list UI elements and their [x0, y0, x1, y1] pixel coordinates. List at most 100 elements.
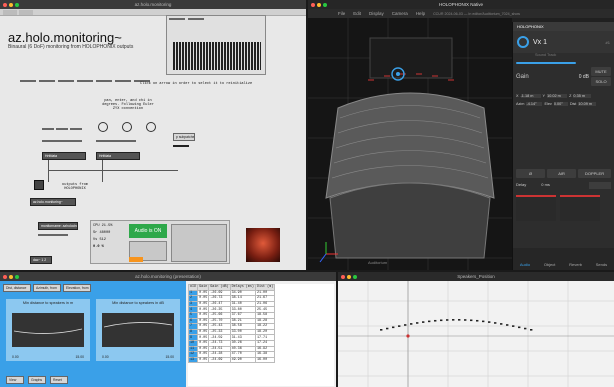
z-value[interactable]: 0.35 m	[573, 94, 592, 98]
audio-on-button[interactable]: Audio is ON	[129, 224, 167, 238]
message-box[interactable]	[77, 80, 93, 82]
menu-edit[interactable]: Edit	[353, 11, 362, 16]
tab-azimuth[interactable]: Azimuth, from	[33, 284, 61, 292]
tab-elevation[interactable]: Elevation, from	[63, 284, 91, 292]
col-gain-db[interactable]: Gain (dB)	[208, 284, 231, 291]
reset-button[interactable]: Reset	[50, 376, 68, 384]
meter-button[interactable]	[169, 18, 185, 20]
gate-object[interactable]	[173, 145, 189, 147]
solo-button[interactable]: SOLO	[591, 77, 611, 86]
graphs-button[interactable]: Graphs	[28, 376, 46, 384]
tab-sends[interactable]: Sends	[595, 262, 608, 267]
table-row[interactable]: 11 0.05 -24.51 40.36 16.92	[188, 345, 276, 353]
source-name[interactable]: Vx 1	[533, 38, 548, 46]
minimize-button[interactable]	[9, 274, 13, 279]
monitor-name-object[interactable]: monitorname: azholocheck	[38, 222, 78, 230]
number-box[interactable]	[70, 128, 82, 130]
dac-object[interactable]: dac~ 1 2	[30, 256, 52, 264]
delay-value[interactable]: 0 ms	[541, 182, 550, 187]
close-button[interactable]	[3, 274, 7, 279]
air-button[interactable]: AIR	[547, 169, 577, 178]
range-min: 0.00	[12, 355, 19, 359]
number-box[interactable]	[56, 128, 68, 130]
toggle[interactable]	[34, 180, 44, 190]
tilt-dial[interactable]	[122, 122, 132, 132]
mute-button[interactable]: MUTE	[591, 67, 611, 76]
y-value[interactable]: 10.02 m	[547, 94, 568, 98]
close-button[interactable]	[3, 2, 7, 7]
subpatch-object[interactable]: p subpatcher	[173, 133, 195, 141]
speaker-dot	[470, 319, 473, 322]
zoom-button[interactable]	[323, 2, 327, 7]
table-row[interactable]: 7 0.05 -25.43 38.58 18.22	[188, 323, 276, 330]
scene-viewport[interactable]: Auditorium	[308, 18, 512, 270]
pan-dial[interactable]	[98, 122, 108, 132]
minimize-button[interactable]	[317, 2, 321, 7]
col-dist[interactable]: Dist (m)	[254, 284, 276, 291]
table-row[interactable]: 1 0.05 -26.69 34.90 21.00	[188, 289, 276, 297]
x-value[interactable]: -1.18 m	[520, 94, 541, 98]
table-row[interactable]: 12 0.05 -24.28 47.70 16.38	[188, 351, 276, 358]
delay-toggle[interactable]	[589, 182, 611, 189]
meter-button[interactable]	[188, 18, 204, 20]
table-row[interactable]: 3 0.05 -26.47 31.40 21.06	[188, 300, 276, 308]
tab-reverb[interactable]: Reverb	[569, 262, 583, 267]
phase-button[interactable]: Ø	[516, 169, 546, 178]
close-button[interactable]	[341, 274, 345, 279]
message-box[interactable]	[96, 80, 112, 82]
menu-file[interactable]: File	[338, 11, 346, 16]
zoom-button[interactable]	[15, 2, 19, 7]
tab-audio[interactable]: Audio	[519, 262, 531, 267]
menu-help[interactable]: Help	[415, 11, 426, 16]
table-row[interactable]: 4 0.05 -26.35 33.80 25.45	[188, 306, 276, 313]
pack-object[interactable]	[42, 140, 82, 142]
toolbar-button[interactable]	[3, 10, 17, 15]
message-box[interactable]	[115, 80, 131, 82]
minimize-button[interactable]	[9, 2, 13, 7]
graph-buttons: View Graphs Reset	[6, 376, 68, 384]
azim-value[interactable]: -4.14°	[526, 102, 543, 106]
col-delay[interactable]: Delays (ms)	[229, 284, 256, 291]
table-row[interactable]: 13 0.05 -24.69 49.90 16.00	[188, 356, 276, 364]
message-box[interactable]	[20, 80, 36, 82]
tab-distance[interactable]: Dist, distance	[3, 284, 31, 292]
tab-object[interactable]: Object	[543, 262, 556, 267]
number-box[interactable]	[42, 128, 54, 130]
gain-slider[interactable]	[516, 62, 576, 64]
gain-value[interactable]: 0 dB	[578, 73, 589, 80]
orange-indicator[interactable]	[129, 257, 143, 262]
menu-camera[interactable]: Camera	[391, 11, 408, 16]
table-row[interactable]: 8 0.05 -25.33 33.00 18.20	[188, 328, 276, 336]
table-row[interactable]: 5 0.05 -25.66 37.67 18.58	[188, 312, 276, 319]
dist-value[interactable]: 10.09 m	[578, 102, 597, 106]
gain-row: Gain 0 dB MUTE SOLO	[513, 65, 614, 88]
toolbar-button[interactable]	[19, 10, 33, 15]
message-box[interactable]	[38, 234, 68, 236]
table-row[interactable]: 2 0.05 -26.73 38.14 21.67	[188, 295, 276, 302]
speaker-map[interactable]	[338, 281, 614, 387]
minimize-button[interactable]	[347, 274, 351, 279]
red-control[interactable]	[560, 195, 600, 221]
driver-menus[interactable]	[171, 224, 227, 262]
pack-object-2[interactable]	[96, 140, 136, 142]
table-row[interactable]: 9 0.05 -24.59 31.43 17.71	[188, 334, 276, 341]
monitoring-object[interactable]: az.holo.monitoring~	[30, 198, 76, 206]
table-row[interactable]: 10 0.05 -24.73 30.26 17.24	[188, 339, 276, 347]
hrtf-object-2[interactable]: Hrtfdata	[96, 152, 140, 160]
table-row[interactable]: 6 0.05 -25.70 38.21 18.28	[188, 317, 276, 325]
view-button[interactable]: View	[6, 376, 24, 384]
doppler-button[interactable]: DOPPLER	[578, 169, 612, 178]
elev-value[interactable]: 0.00°	[553, 102, 568, 106]
message-box[interactable]	[39, 80, 55, 82]
hrtf-object[interactable]: Hrtfdata	[42, 152, 86, 160]
zoom-button[interactable]	[15, 274, 19, 279]
zoom-button[interactable]	[353, 274, 357, 279]
red-control[interactable]	[516, 195, 556, 221]
col-gain[interactable]: Gain	[197, 284, 210, 291]
roll-dial[interactable]	[146, 122, 156, 132]
message-box[interactable]	[134, 80, 150, 82]
message-box[interactable]	[58, 80, 74, 82]
menu-display[interactable]: Display	[369, 11, 384, 16]
gain-readout: 0.0 %	[93, 245, 104, 249]
close-button[interactable]	[311, 2, 315, 7]
